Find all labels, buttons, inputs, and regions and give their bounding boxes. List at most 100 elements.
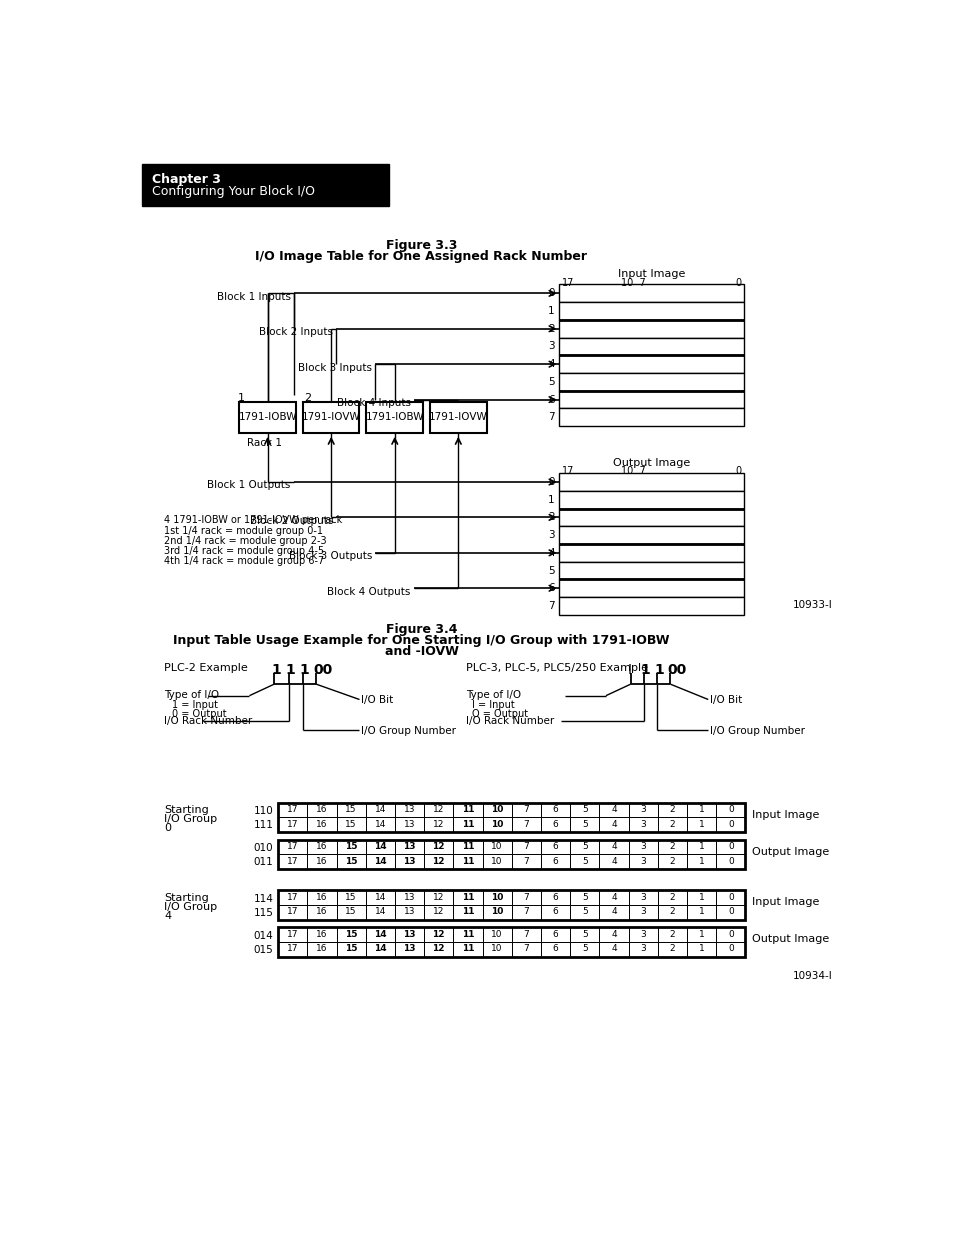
Text: 14: 14	[375, 908, 386, 916]
Text: 014: 014	[253, 930, 274, 941]
Text: 4: 4	[611, 908, 617, 916]
Bar	[278, 905, 307, 920]
Text: 3: 3	[639, 857, 645, 866]
Text: 6: 6	[552, 857, 558, 866]
Text: 15: 15	[345, 908, 356, 916]
Text: 11: 11	[461, 908, 474, 916]
Bar	[307, 818, 336, 832]
Text: 2nd 1/4 rack = module group 2-3: 2nd 1/4 rack = module group 2-3	[164, 536, 327, 546]
Text: 10: 10	[491, 908, 503, 916]
Bar	[395, 942, 424, 957]
Text: 6: 6	[552, 842, 558, 851]
Bar	[424, 890, 453, 905]
Bar	[511, 927, 540, 942]
Text: 13: 13	[403, 945, 416, 953]
Text: 10: 10	[491, 842, 502, 851]
Text: 3: 3	[548, 341, 555, 352]
Text: 5: 5	[581, 893, 587, 902]
Text: 3: 3	[639, 893, 645, 902]
Text: 1791-IOBW: 1791-IOBW	[365, 412, 423, 422]
Text: I = Input: I = Input	[472, 699, 514, 710]
Text: 110: 110	[253, 805, 274, 816]
Bar	[142, 163, 389, 206]
Bar	[307, 927, 336, 942]
Text: 12: 12	[433, 893, 444, 902]
Bar	[395, 927, 424, 942]
Bar	[628, 927, 658, 942]
Text: 17: 17	[287, 908, 298, 916]
Text: PLC-2 Example: PLC-2 Example	[164, 662, 248, 673]
Text: Block 2 Outputs: Block 2 Outputs	[250, 516, 333, 526]
Text: 7: 7	[523, 857, 529, 866]
Bar	[558, 597, 743, 615]
Bar	[686, 942, 716, 957]
Text: 15: 15	[345, 820, 356, 829]
Text: 7: 7	[523, 945, 529, 953]
Text: 0: 0	[727, 805, 733, 814]
Text: 10  7: 10 7	[620, 466, 645, 477]
Bar	[307, 890, 336, 905]
Bar	[570, 890, 598, 905]
Text: 0: 0	[727, 820, 733, 829]
Bar	[307, 942, 336, 957]
Text: 13: 13	[403, 842, 416, 851]
Text: 2: 2	[669, 805, 675, 814]
Text: 7: 7	[548, 601, 555, 611]
Bar	[336, 840, 365, 855]
Text: 4: 4	[611, 805, 617, 814]
Bar	[628, 855, 658, 869]
Text: 3: 3	[639, 805, 645, 814]
Bar	[716, 840, 744, 855]
Text: Input Image: Input Image	[618, 269, 684, 279]
Text: 1791-IOBW: 1791-IOBW	[238, 412, 296, 422]
Text: 0: 0	[735, 466, 740, 477]
Bar	[570, 905, 598, 920]
Text: 4 1791-IOBW or 1791-IOVW per rack: 4 1791-IOBW or 1791-IOVW per rack	[164, 515, 342, 525]
Bar	[424, 905, 453, 920]
Bar	[658, 840, 686, 855]
Text: Block 3 Outputs: Block 3 Outputs	[288, 551, 372, 561]
Bar	[658, 890, 686, 905]
Text: 14: 14	[374, 857, 386, 866]
Bar	[424, 927, 453, 942]
Bar	[558, 579, 743, 597]
Text: 12: 12	[432, 930, 444, 939]
Text: 0: 0	[727, 908, 733, 916]
Text: 5: 5	[548, 566, 555, 576]
Text: 10: 10	[491, 857, 502, 866]
Text: 5: 5	[548, 377, 555, 387]
Bar	[395, 855, 424, 869]
Text: 11: 11	[461, 842, 474, 851]
Bar	[686, 855, 716, 869]
Text: 2: 2	[669, 930, 675, 939]
Bar	[307, 840, 336, 855]
Text: Input Image: Input Image	[751, 810, 819, 820]
Bar	[278, 927, 307, 942]
Bar	[278, 890, 307, 905]
Text: 2: 2	[304, 393, 312, 403]
Text: 5: 5	[581, 820, 587, 829]
Text: 0: 0	[727, 842, 733, 851]
Bar	[540, 818, 570, 832]
Text: 10: 10	[491, 945, 502, 953]
Text: 015: 015	[253, 945, 274, 955]
Text: PLC-3, PLC-5, PLC5/250 Example: PLC-3, PLC-5, PLC5/250 Example	[466, 662, 648, 673]
Bar	[453, 927, 482, 942]
Bar	[511, 840, 540, 855]
Bar	[453, 818, 482, 832]
Text: 1: 1	[698, 857, 703, 866]
Text: 14: 14	[374, 842, 386, 851]
Bar	[558, 543, 743, 562]
Text: 1: 1	[698, 805, 703, 814]
Text: 4: 4	[164, 911, 172, 921]
Text: 1 = Input: 1 = Input	[172, 699, 217, 710]
Text: I: I	[627, 662, 631, 677]
Text: 15: 15	[345, 930, 357, 939]
Bar	[570, 855, 598, 869]
Text: 1: 1	[698, 842, 703, 851]
Text: 11: 11	[461, 857, 474, 866]
Text: 1: 1	[698, 820, 703, 829]
Bar	[307, 803, 336, 818]
Bar	[570, 818, 598, 832]
Text: 6: 6	[552, 893, 558, 902]
